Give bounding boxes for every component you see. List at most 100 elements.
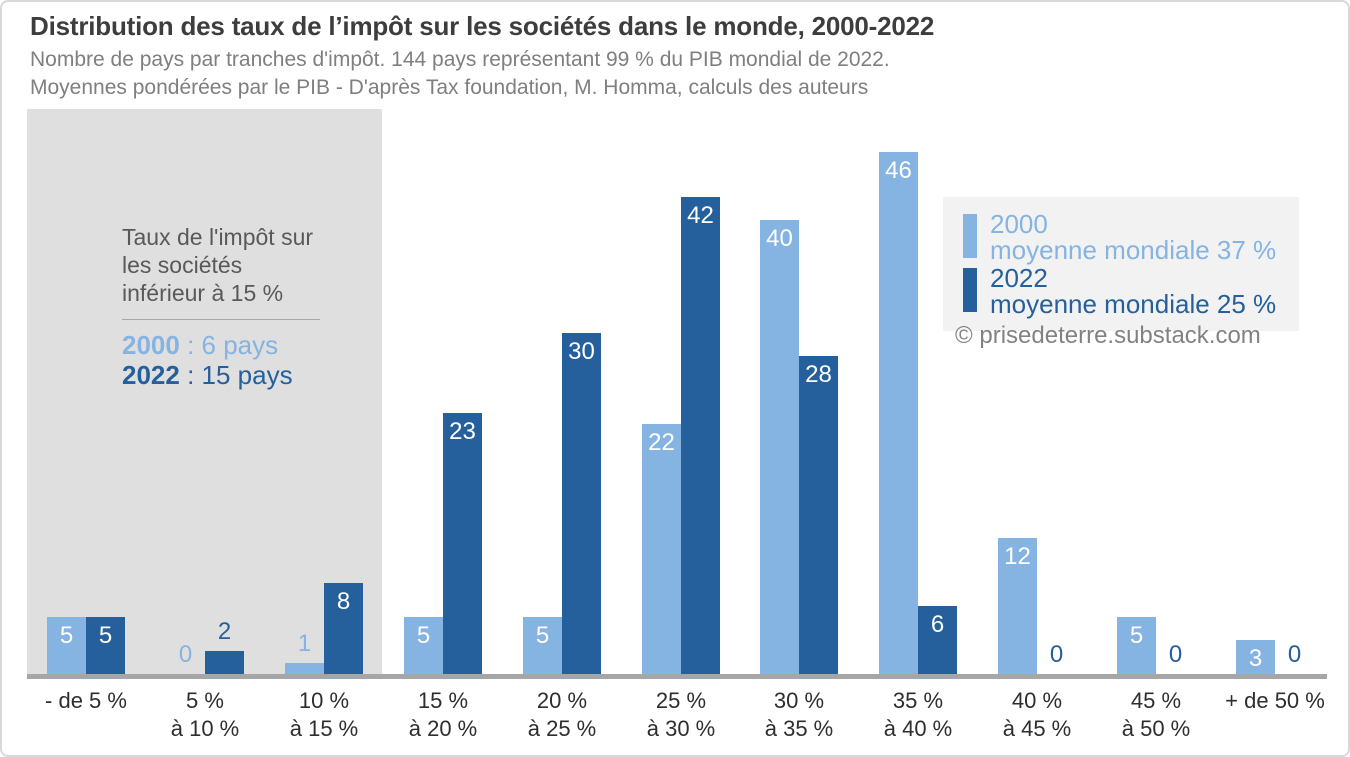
x-axis-label-line1: 40 %: [1011, 688, 1063, 713]
bar-2000-8: [998, 538, 1037, 674]
legend-detail: moyenne mondiale 37 %: [990, 235, 1277, 265]
legend-year: 2022: [990, 263, 1048, 293]
annotation-stat-2022: 2022 : 15 pays: [122, 360, 342, 390]
x-axis-label-line1: 10 %: [298, 688, 350, 713]
x-axis-label-10: + de 50 %: [1210, 687, 1340, 715]
x-axis-label-line1: 45 %: [1130, 688, 1182, 713]
annotation-line-1: Taux de l'impôt sur: [122, 224, 314, 250]
bar-2000-9: [1117, 617, 1156, 674]
bar-2022-5: [681, 197, 720, 674]
bar-value-label-2022-0: 5: [98, 622, 113, 649]
bar-value-label-2022-9: 0: [1168, 641, 1183, 668]
x-axis-label-line1: 15 %: [417, 688, 469, 713]
x-axis-label-0: - de 5 %: [21, 687, 151, 715]
bar-value-label-2000-5: 22: [648, 429, 675, 456]
bar-2022-7: [918, 606, 957, 674]
chart-subtitle: Nombre de pays par tranches d'impôt. 144…: [30, 48, 890, 71]
bar-2000-2: [285, 663, 324, 674]
x-axis-label-line1: 30 %: [773, 688, 825, 713]
x-axis-label-line2: à 20 %: [408, 716, 478, 741]
x-axis-label-line1: - de 5 %: [45, 688, 127, 713]
x-axis-label-line1: 35 %: [892, 688, 944, 713]
x-axis-label-7: 35 % à 40 %: [853, 687, 983, 743]
x-axis-label-line2: à 40 %: [883, 716, 953, 741]
bar-value-label-2000-7: 46: [885, 157, 912, 184]
legend-year: 2000: [990, 209, 1048, 239]
x-axis-label-line2: à 30 %: [646, 716, 716, 741]
credit-text: © prisedeterre.substack.com: [955, 322, 1261, 349]
bar-2022-3: [443, 413, 482, 674]
legend-entry-2000: 2000 moyenne mondiale 37 %: [963, 211, 1281, 263]
x-axis-label-line1: 5 %: [186, 688, 224, 713]
x-axis-label-line1: 20 %: [536, 688, 588, 713]
bar-2000-5: [642, 424, 681, 674]
legend: 2000 moyenne mondiale 37 % 2022 moyenne …: [943, 197, 1299, 331]
highlight-region: [27, 109, 382, 674]
bar-2000-4: [523, 617, 562, 674]
bar-value-label-2022-10: 0: [1287, 641, 1302, 668]
x-axis-line: [27, 674, 1327, 679]
x-axis-label-8: 40 % à 45 %: [972, 687, 1102, 743]
bar-value-label-2000-10: 3: [1248, 645, 1263, 672]
x-axis-label-9: 45 % à 50 %: [1091, 687, 1221, 743]
bar-value-label-2022-8: 0: [1049, 641, 1064, 668]
bar-2022-6: [799, 356, 838, 674]
bar-2000-0: [47, 617, 86, 674]
bar-value-label-2022-2: 8: [336, 588, 351, 615]
x-axis-label-line2: à 10 %: [170, 716, 240, 741]
x-axis-label-line1: + de 50 %: [1225, 688, 1325, 713]
x-axis-label-line2: à 50 %: [1121, 716, 1191, 741]
bar-2000-7: [879, 152, 918, 674]
bar-value-label-2022-4: 30: [568, 338, 595, 365]
legend-text: 2022 moyenne mondiale 25 %: [990, 265, 1276, 317]
annotation-stat-year: 2022: [122, 360, 180, 390]
bar-value-label-2022-3: 23: [449, 418, 476, 445]
x-axis-label-line2: à 25 %: [527, 716, 597, 741]
x-axis-label-line2: à 15 %: [289, 716, 359, 741]
annotation-stat-2000: 2000 : 6 pays: [122, 330, 342, 360]
bar-value-label-2000-2: 1: [297, 630, 312, 657]
bar-value-label-2022-7: 6: [930, 611, 945, 638]
bar-2022-2: [324, 583, 363, 674]
bar-value-label-2000-8: 12: [1004, 543, 1031, 570]
annotation-line-3: inférieur à 15 %: [122, 280, 284, 306]
bar-value-label-2022-5: 42: [687, 202, 714, 229]
bar-value-label-2000-0: 5: [59, 622, 74, 649]
x-axis-label-line1: 25 %: [655, 688, 707, 713]
chart-title: Distribution des taux de l’impôt sur les…: [30, 11, 935, 41]
x-axis-label-2: 10 % à 15 %: [259, 687, 389, 743]
x-axis-label-5: 25 % à 30 %: [616, 687, 746, 743]
bar-2022-1: [205, 651, 244, 674]
legend-text: 2000 moyenne mondiale 37 %: [990, 211, 1276, 263]
bar-value-label-2000-3: 5: [416, 622, 431, 649]
bar-value-label-2000-9: 5: [1129, 622, 1144, 649]
annotation-stat-year: 2000: [122, 330, 180, 360]
legend-marker: [963, 268, 977, 312]
bar-value-label-2000-1: 0: [178, 641, 193, 668]
x-axis-label-line2: à 35 %: [764, 716, 834, 741]
bar-value-label-2022-1: 2: [217, 618, 232, 645]
bar-value-label-2022-6: 28: [805, 361, 832, 388]
annotation-line-2: les sociétés: [122, 252, 243, 278]
x-axis-label-4: 20 % à 25 %: [497, 687, 627, 743]
x-axis-label-line2: à 45 %: [1002, 716, 1072, 741]
bar-value-label-2000-6: 40: [766, 225, 793, 252]
annotation-box: Taux de l'impôt sur les sociétés inférie…: [122, 223, 342, 390]
bar-value-label-2000-4: 5: [535, 622, 550, 649]
bar-2022-0: [86, 617, 125, 674]
bar-2000-3: [404, 617, 443, 674]
bar-2022-4: [562, 333, 601, 674]
bar-2000-6: [760, 220, 799, 674]
x-axis-label-3: 15 % à 20 %: [378, 687, 508, 743]
x-axis-label-1: 5 % à 10 %: [140, 687, 270, 743]
annotation-stat-value: : 6 pays: [179, 330, 279, 360]
legend-detail: moyenne mondiale 25 %: [990, 289, 1277, 319]
annotation-divider: [122, 319, 320, 320]
annotation-stat-value: : 15 pays: [179, 360, 293, 390]
chart-source-note: Moyennes pondérées par le PIB - D'après …: [30, 76, 869, 99]
legend-marker: [963, 214, 977, 258]
bar-2000-10: [1236, 640, 1275, 674]
legend-entry-2022: 2022 moyenne mondiale 25 %: [963, 265, 1281, 317]
